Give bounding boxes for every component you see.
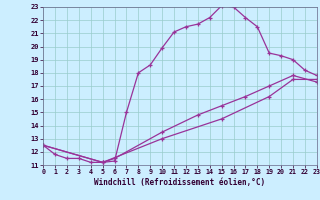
X-axis label: Windchill (Refroidissement éolien,°C): Windchill (Refroidissement éolien,°C) [94, 178, 266, 187]
